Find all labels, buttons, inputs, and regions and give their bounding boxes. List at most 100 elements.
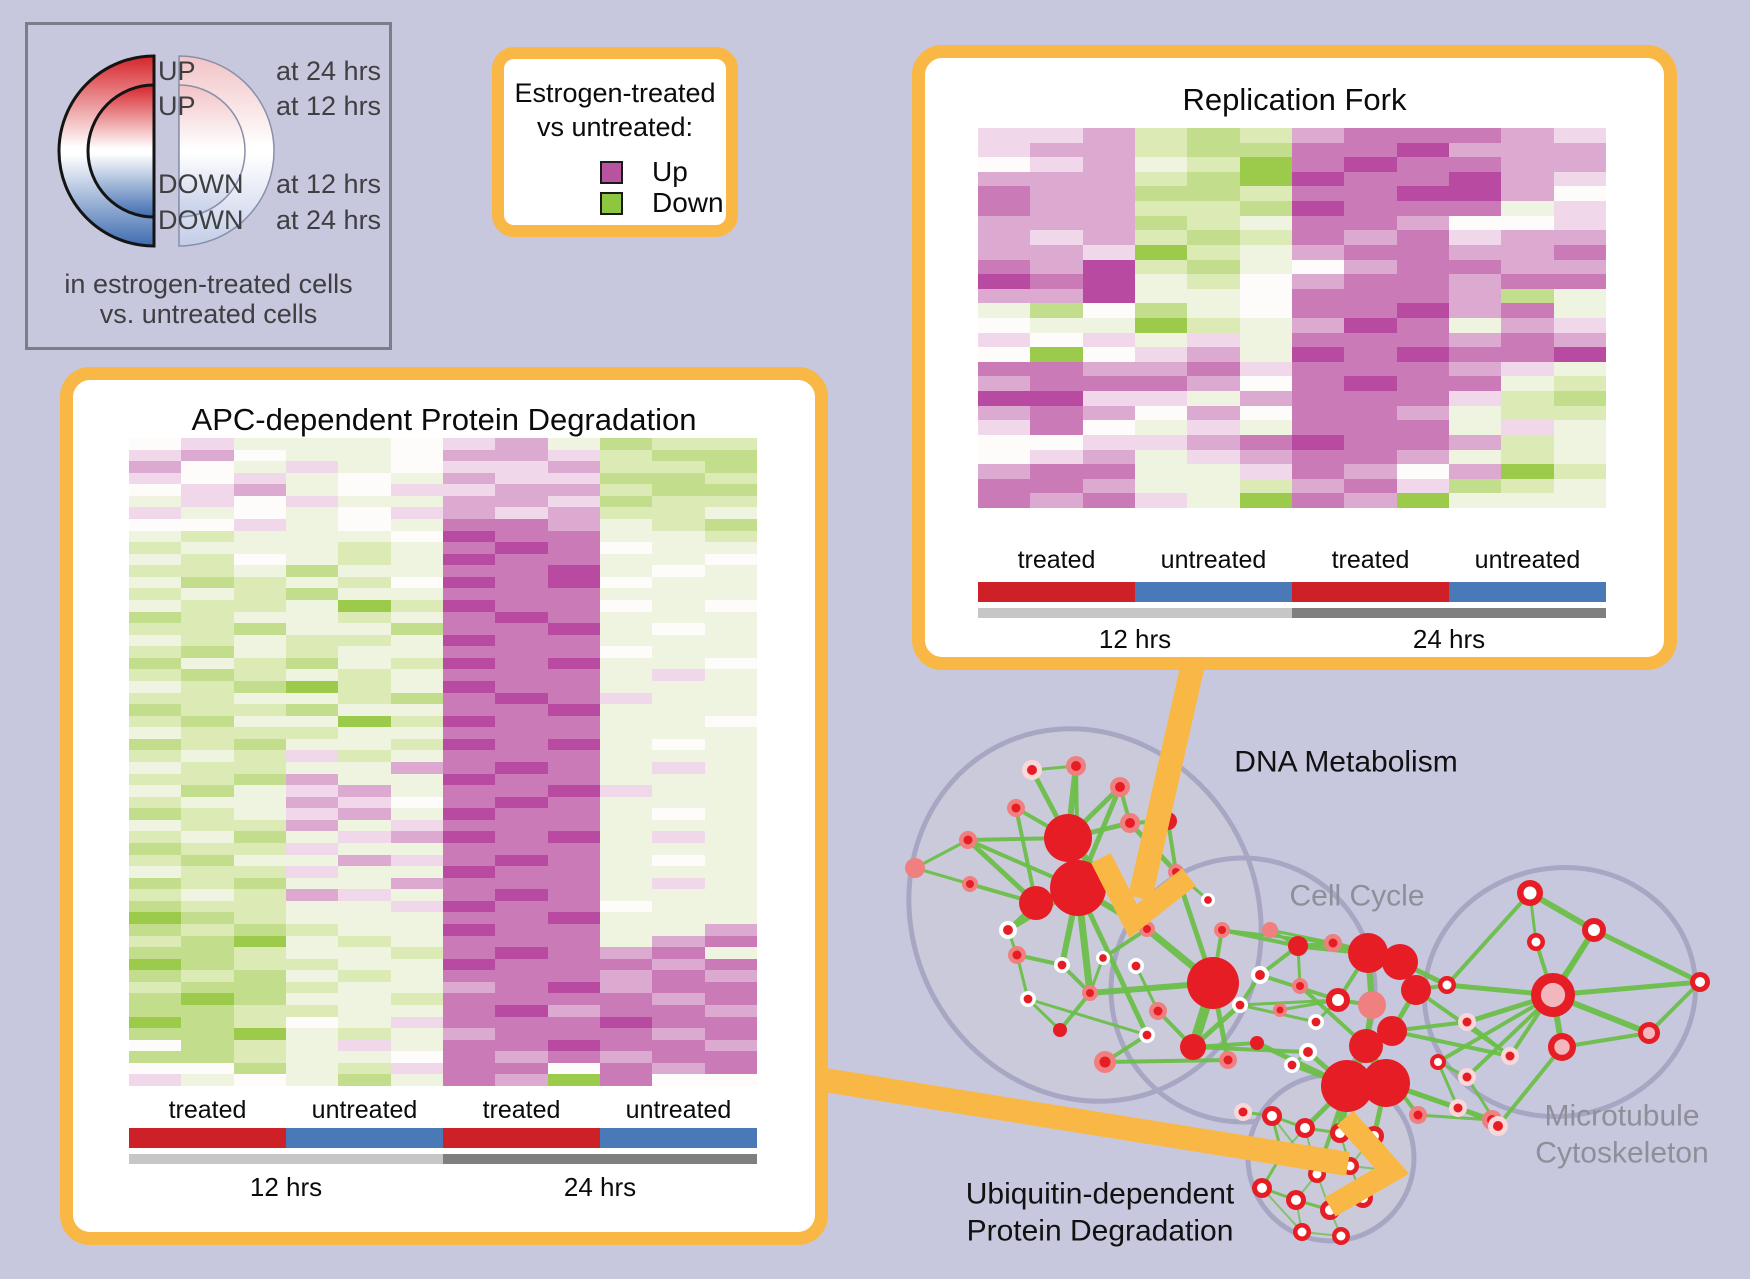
heatmap-cell <box>599 565 653 577</box>
gene-node-core <box>1462 1072 1472 1082</box>
heatmap-cell <box>181 854 234 867</box>
heatmap-cell <box>547 773 600 786</box>
network-edge <box>1027 997 1148 1037</box>
heatmap-cell <box>181 773 234 786</box>
heatmap-cell <box>495 1039 548 1052</box>
heatmap-cell <box>129 866 182 878</box>
heatmap-cell <box>599 461 653 473</box>
heatmap-cell <box>338 738 391 751</box>
gene-node-core <box>1267 1111 1277 1121</box>
heatmap-cell <box>1187 288 1240 304</box>
gene-node-core <box>1413 1110 1423 1120</box>
heatmap-cell <box>1291 391 1345 406</box>
heatmap-cell <box>1501 171 1554 187</box>
heatmap-cell <box>599 518 653 531</box>
heatmap-cell <box>1030 288 1083 304</box>
heatmap-cell <box>547 599 600 612</box>
heatmap-cell <box>129 461 182 473</box>
heatmap-cell <box>390 958 443 971</box>
heatmap-cell <box>1030 244 1083 260</box>
heatmap-cell <box>704 542 757 554</box>
heatmap-cell <box>1344 230 1397 245</box>
heatmap-cell <box>704 912 757 924</box>
heatmap-cell <box>129 750 182 762</box>
heatmap-cell <box>1553 391 1606 406</box>
heatmap-cell <box>1239 244 1292 260</box>
heatmap-cell <box>129 1016 182 1029</box>
heatmap-cell <box>233 993 286 1005</box>
heatmap-cell <box>704 1004 757 1017</box>
heatmap-cell <box>285 900 339 913</box>
ring-caption-line2: vs. untreated cells <box>99 299 318 329</box>
heatmap-cell <box>338 761 391 774</box>
heatmap-cell <box>338 634 391 647</box>
heatmap-cell <box>181 796 234 809</box>
heatmap-cell <box>1501 391 1554 406</box>
network-edge <box>1445 891 1532 987</box>
heatmap-cell <box>285 877 339 890</box>
heatmap-cell <box>1448 493 1502 508</box>
gene-node-core <box>1223 1055 1233 1065</box>
heatmap-cell <box>978 493 1031 508</box>
heatmap-cell <box>1448 391 1502 406</box>
heatmap-cell <box>704 923 757 936</box>
heatmap-cell <box>1501 347 1554 362</box>
heatmap-cell <box>233 530 286 543</box>
heatmap-cell <box>547 692 600 705</box>
heatmap-cell <box>1030 493 1083 508</box>
heatmap-cell <box>1291 434 1345 450</box>
heatmap-cell <box>285 680 339 693</box>
updown-legend-box: Estrogen-treated vs untreated: Up Down <box>492 47 738 237</box>
panel-arrow-stem-1 <box>810 1066 1350 1176</box>
gene-node-red <box>1187 957 1239 1009</box>
heatmap-cell <box>1396 449 1449 465</box>
heatmap-cell <box>1239 391 1292 406</box>
heatmap-cell <box>547 646 600 658</box>
heatmap-cell <box>181 866 234 878</box>
heatmap-cell <box>704 657 757 670</box>
heatmap-cell <box>442 831 496 843</box>
heatmap-cell <box>442 923 496 936</box>
heatmap-cell <box>1030 274 1083 289</box>
heatmap-cell <box>181 1039 234 1052</box>
heatmap-cell <box>1344 332 1397 348</box>
gene-node-core <box>1115 782 1125 792</box>
heatmap-cell <box>233 842 286 855</box>
heatmap-cell <box>599 1051 653 1063</box>
heatmap-cell <box>978 434 1031 450</box>
heatmap-cell <box>1082 128 1135 143</box>
heatmap-cell <box>1030 303 1083 318</box>
updown-legend-title-line1: Estrogen-treated <box>514 78 716 108</box>
heatmap-cell <box>1187 434 1240 450</box>
heatmap-cell <box>129 889 182 901</box>
gene-node-core <box>1336 1231 1346 1241</box>
heatmap-cell <box>1344 318 1397 333</box>
heatmap-cell <box>652 750 705 762</box>
heatmap-cell <box>495 646 548 658</box>
heatmap-cell <box>704 761 757 774</box>
apc-group-label-treated: treated <box>168 1096 247 1124</box>
heatmap-cell <box>1501 332 1554 348</box>
heatmap-cell <box>978 478 1031 494</box>
heatmap-cell <box>1396 259 1449 275</box>
heatmap-cell <box>129 495 182 508</box>
heatmap-cell <box>181 461 234 473</box>
heatmap-cell <box>181 530 234 543</box>
heatmap-cell <box>1030 376 1083 392</box>
heatmap-cell <box>1291 201 1345 216</box>
heatmap-cell <box>547 889 600 901</box>
heatmap-cell <box>1082 318 1135 333</box>
heatmap-cell <box>1448 303 1502 318</box>
gene-node-red <box>1349 1029 1383 1063</box>
heatmap-cell <box>129 704 182 716</box>
heatmap-cell <box>1344 142 1397 158</box>
heatmap-cell <box>1344 464 1397 479</box>
heatmap-cell <box>1291 493 1345 508</box>
heatmap-cell <box>390 715 443 728</box>
gene-node-red <box>1180 1034 1206 1060</box>
heatmap-cell <box>1553 347 1606 362</box>
heatmap-cell <box>181 889 234 901</box>
heatmap-cell <box>1344 244 1397 260</box>
network-edge <box>1239 998 1339 1007</box>
heatmap-cell <box>442 785 496 797</box>
